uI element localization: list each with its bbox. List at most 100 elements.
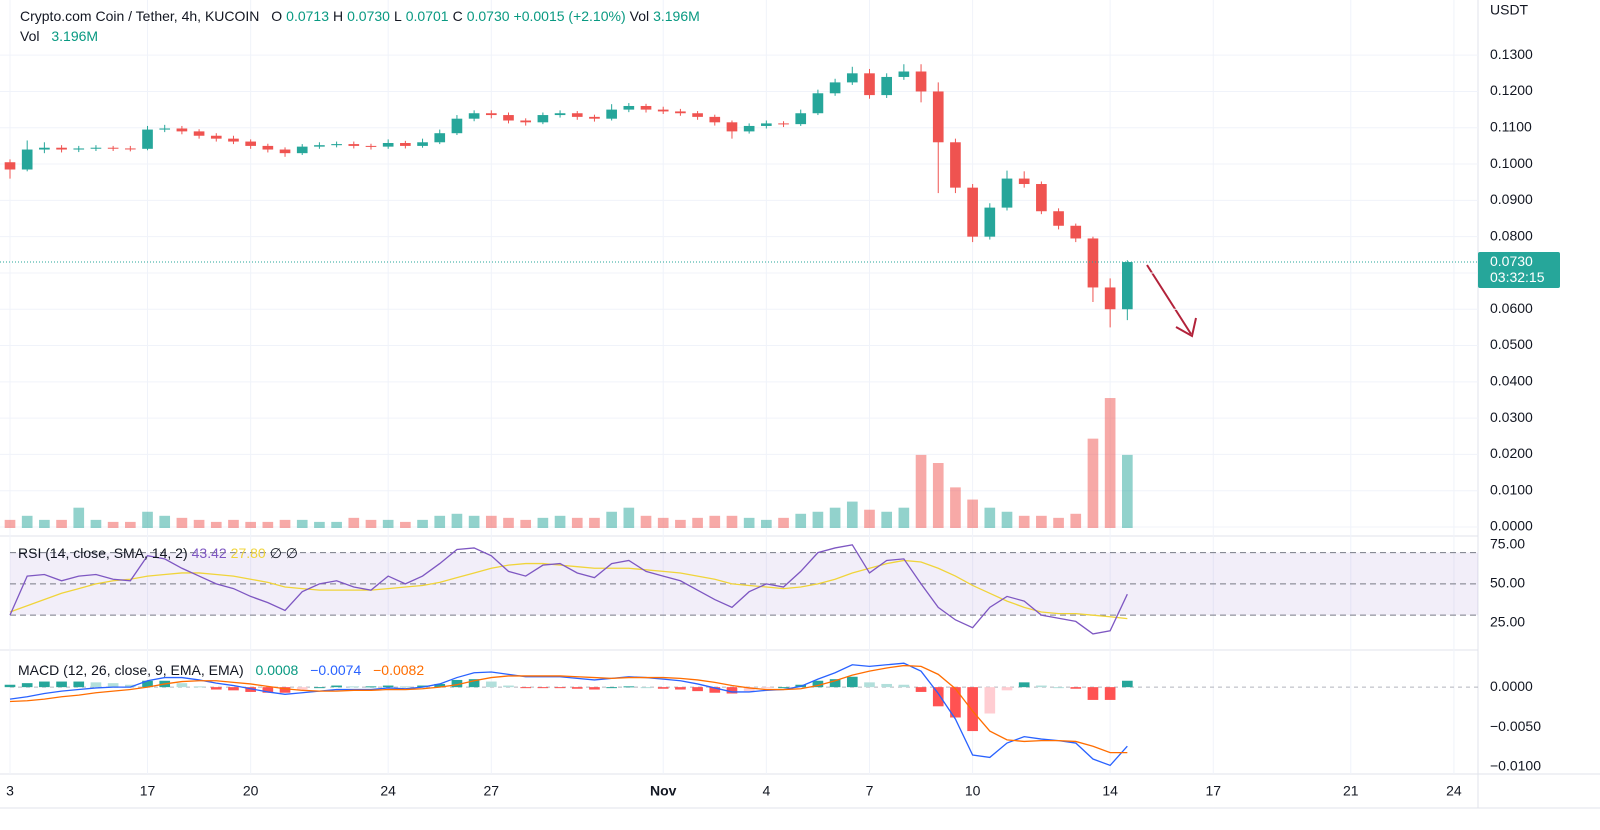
- volume-bar: [1122, 454, 1133, 528]
- macd-hist-bar: [881, 683, 893, 688]
- y-axis-label: USDT: [1490, 2, 1529, 18]
- macd-hist-bar: [176, 683, 188, 688]
- macd-hist-value: 0.0008: [255, 662, 299, 678]
- rsi-sma-line: [9, 559, 1128, 620]
- ohlc-value: 0.0730: [347, 8, 390, 24]
- x-tick-label: Nov: [650, 783, 677, 799]
- macd-hist-bar: [915, 687, 927, 692]
- volume-bar: [21, 515, 33, 528]
- macd-hist-bar: [623, 686, 635, 688]
- macd-hist-bar: [1104, 687, 1116, 700]
- volume-bar: [606, 511, 617, 528]
- volume-bar: [142, 511, 153, 528]
- volume-bar: [331, 521, 342, 528]
- volume-bar: [537, 517, 549, 528]
- volume-bar: [864, 509, 875, 528]
- volume-bar: [348, 517, 360, 528]
- vol-key: Vol: [629, 8, 650, 24]
- rsi-tick-label: 75.00: [1490, 536, 1525, 552]
- y-tick-label: 0.0500: [1490, 336, 1533, 352]
- volume-bar: [107, 521, 119, 528]
- macd-hist-bar: [743, 687, 755, 692]
- macd-hist-bar: [39, 681, 50, 688]
- volume-bar: [417, 519, 428, 528]
- volume-bar: [984, 507, 996, 528]
- macd-hist-bar: [348, 686, 360, 688]
- ohlc-key: C: [452, 8, 463, 24]
- annotation-arrow: [1146, 264, 1192, 335]
- macd-hist-bar: [778, 687, 789, 689]
- candle-body: [915, 71, 927, 92]
- volume-bar: [761, 519, 772, 528]
- volume-bar: [90, 519, 102, 528]
- volume-bar: [915, 454, 927, 528]
- macd-title: MACD (12, 26, close, 9, EMA, EMA): [18, 662, 244, 678]
- candle-body: [623, 105, 635, 110]
- ohlc-value: 0.0701: [405, 8, 449, 24]
- volume-bar: [795, 513, 807, 528]
- volume-bar: [554, 515, 566, 528]
- macd-hist-bar: [1070, 687, 1082, 689]
- candle-body: [1053, 211, 1064, 226]
- x-tick-label: 14: [1102, 783, 1118, 799]
- volume-bar: [485, 515, 497, 528]
- candle-body: [692, 113, 703, 117]
- volume-bar: [640, 515, 652, 528]
- x-tick-label: 27: [484, 783, 500, 799]
- volume-bar: [520, 519, 532, 528]
- candle-body: [228, 138, 239, 142]
- volume-bar: [829, 507, 841, 528]
- candle-body: [279, 149, 291, 154]
- y-tick-label: 0.0800: [1490, 227, 1533, 243]
- macd-tick-label: 0.0000: [1490, 678, 1533, 694]
- volume-bar: [1104, 398, 1116, 528]
- ohlc-key: H: [333, 8, 344, 24]
- candle-body: [417, 142, 428, 146]
- y-tick-label: 0.0900: [1490, 191, 1533, 207]
- macd-hist-bar: [761, 687, 772, 689]
- macd-hist-bar: [554, 687, 566, 689]
- vol-key: Vol: [20, 28, 40, 44]
- macd-tick-label: −0.0100: [1490, 758, 1541, 774]
- x-tick-label: 21: [1343, 783, 1359, 799]
- macd-hist-bar: [812, 680, 824, 688]
- candle-body: [761, 123, 772, 126]
- candle-body: [4, 162, 16, 170]
- candle-body: [159, 128, 171, 130]
- ohlc-value: 0.0713: [286, 8, 329, 24]
- volume-bar: [967, 499, 978, 528]
- volume-bar: [503, 517, 514, 528]
- x-tick-label: 7: [866, 783, 874, 799]
- volume-bar: [210, 521, 222, 528]
- candle-body: [829, 82, 841, 94]
- ohlc-value: 0.0730: [466, 8, 510, 24]
- macd-hist-bar: [589, 687, 600, 690]
- macd-hist-bar: [829, 679, 841, 688]
- x-tick-label: 4: [762, 783, 770, 799]
- macd-hist-bar: [382, 685, 394, 688]
- macd-hist-bar: [142, 680, 153, 688]
- candle-body: [657, 109, 669, 112]
- volume-bar: [4, 519, 16, 528]
- legend-header: Crypto.com Coin / Tether, 4h, KUCOIN O 0.…: [20, 8, 700, 24]
- volume-bar: [1070, 513, 1082, 528]
- candle-body: [709, 116, 721, 123]
- macd-hist-bar: [4, 684, 16, 688]
- candle-body: [296, 146, 308, 154]
- y-tick-label: 0.1100: [1490, 118, 1532, 134]
- macd-hist-bar: [520, 687, 532, 689]
- macd-hist-bar: [537, 687, 549, 689]
- last-price-tag: [1478, 252, 1560, 289]
- candle-body: [520, 120, 532, 123]
- volume-bar: [932, 463, 944, 528]
- macd-hist-bar: [1122, 680, 1133, 688]
- volume-bar: [400, 521, 411, 528]
- countdown-label: 03:32:15: [1490, 269, 1545, 285]
- volume-bar: [56, 519, 67, 528]
- macd-line: [9, 662, 1128, 767]
- y-tick-label: 0.0100: [1490, 481, 1533, 497]
- candle-body: [503, 115, 514, 121]
- macd-hist-bar: [107, 683, 119, 688]
- candle-body: [932, 91, 944, 143]
- last-price-label: 0.0730: [1490, 253, 1533, 269]
